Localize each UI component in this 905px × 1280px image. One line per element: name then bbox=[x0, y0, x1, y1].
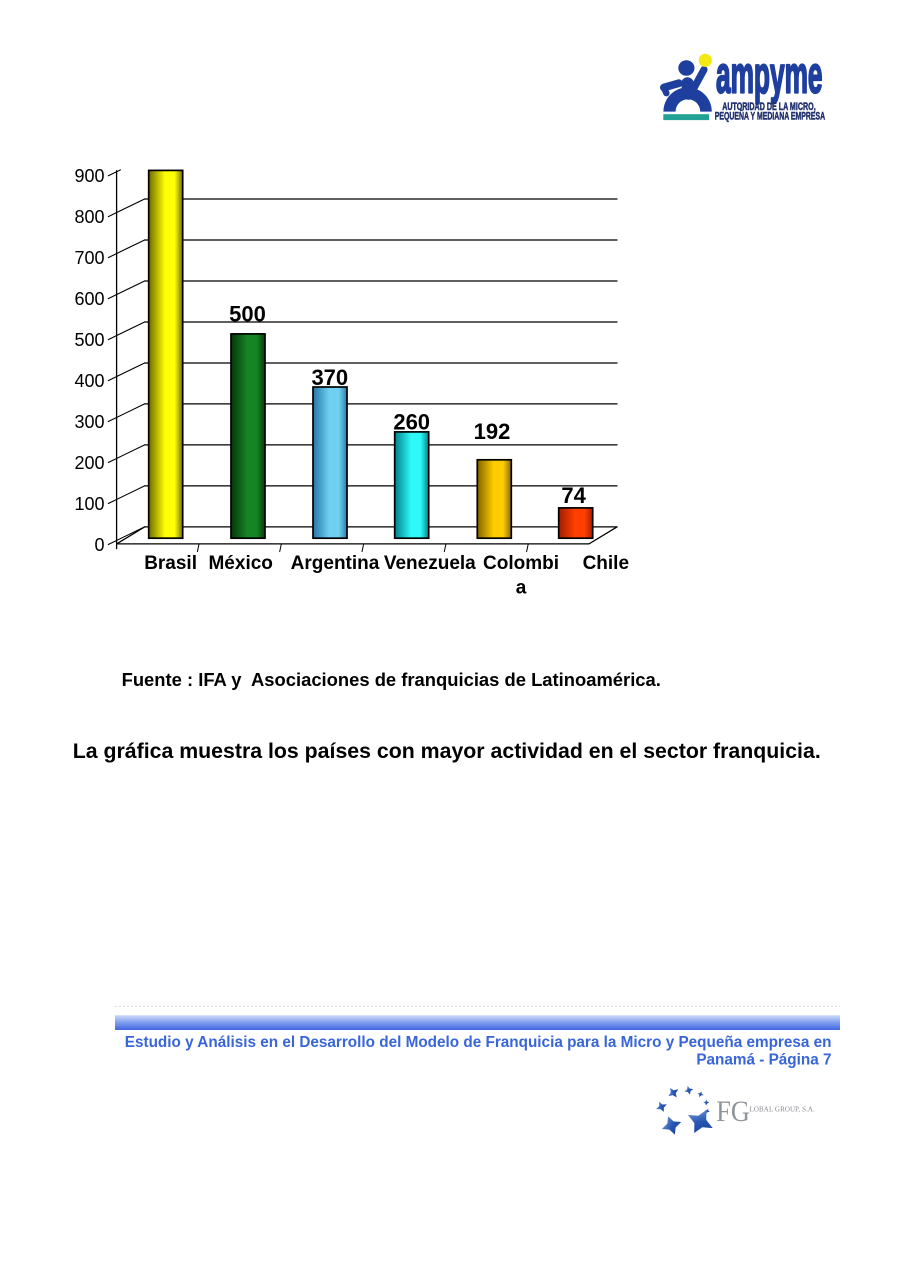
svg-text:Brasil: Brasil bbox=[144, 553, 197, 574]
svg-text:192: 192 bbox=[474, 419, 511, 444]
svg-text:0: 0 bbox=[94, 535, 104, 555]
svg-text:Colombi: Colombi bbox=[483, 553, 559, 574]
svg-text:200: 200 bbox=[74, 453, 104, 473]
svg-text:PEQUEÑA Y MEDIANA EMPRESA: PEQUEÑA Y MEDIANA EMPRESA bbox=[715, 109, 825, 122]
svg-text:a: a bbox=[516, 577, 527, 598]
svg-text:Panamá - Página 7: Panamá - Página 7 bbox=[696, 1051, 831, 1068]
svg-text:500: 500 bbox=[229, 302, 266, 327]
svg-text:700: 700 bbox=[74, 248, 104, 268]
svg-text:900: 900 bbox=[74, 166, 104, 186]
svg-text:FG: FG bbox=[716, 1095, 750, 1128]
svg-text:LOBAL GROUP, S.A.: LOBAL GROUP, S.A. bbox=[750, 1106, 816, 1114]
svg-text:AUTORIDAD DE LA MICRO,: AUTORIDAD DE LA MICRO, bbox=[722, 101, 816, 113]
svg-text:600: 600 bbox=[74, 289, 104, 309]
svg-text:Fuente : IFA y Asociaciones d: Fuente : IFA y Asociaciones de franquici… bbox=[122, 669, 661, 690]
svg-text:La gráfica muestra los países: La gráfica muestra los países con mayor … bbox=[73, 739, 821, 763]
svg-text:370: 370 bbox=[311, 365, 348, 390]
svg-text:800: 800 bbox=[74, 207, 104, 227]
svg-text:100: 100 bbox=[74, 494, 104, 514]
svg-text:Argentina: Argentina bbox=[291, 553, 380, 574]
svg-text:74: 74 bbox=[561, 483, 586, 508]
svg-text:500: 500 bbox=[74, 330, 104, 350]
svg-text:Chile: Chile bbox=[583, 553, 629, 574]
svg-text:260: 260 bbox=[393, 410, 430, 435]
svg-text:Venezuela: Venezuela bbox=[384, 553, 476, 574]
svg-text:Estudio y Análisis en el Desar: Estudio y Análisis en el Desarrollo del … bbox=[125, 1034, 832, 1051]
svg-text:400: 400 bbox=[74, 371, 104, 391]
svg-text:México: México bbox=[208, 553, 272, 574]
svg-text:ampyme: ampyme bbox=[716, 46, 823, 104]
svg-text:300: 300 bbox=[74, 412, 104, 432]
